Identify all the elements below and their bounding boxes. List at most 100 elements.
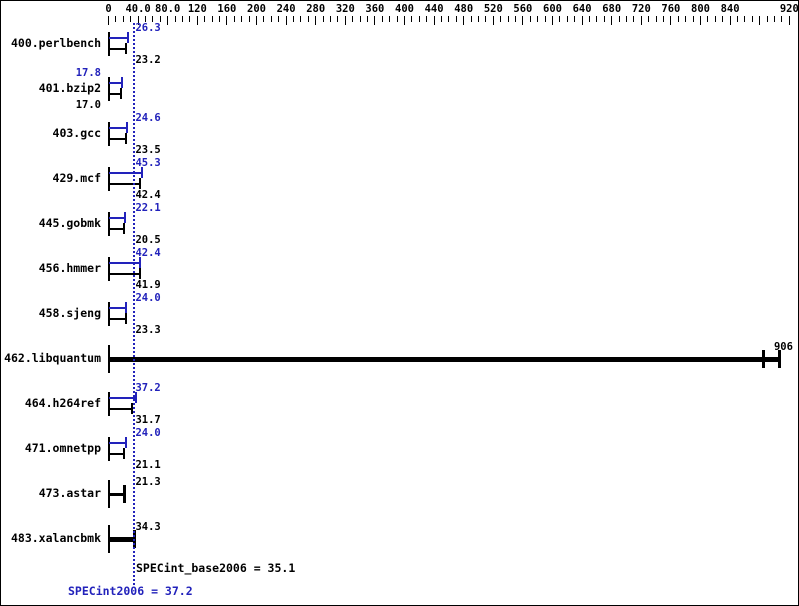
axis-minor-tick (559, 16, 561, 22)
base-bar-cap (124, 133, 127, 144)
axis-minor-tick (300, 16, 302, 22)
base-bar (108, 408, 132, 410)
peak-value-label: 45.3 (135, 157, 161, 169)
axis-major-tick (552, 16, 553, 25)
row-left-cap (107, 77, 110, 101)
base-bar (108, 48, 126, 50)
peak-bar (108, 172, 143, 174)
peak-bar-cap (138, 257, 141, 268)
peak-bar (108, 37, 128, 39)
axis-major-tick (700, 16, 701, 25)
axis-minor-tick (115, 16, 117, 22)
row-left-cap (107, 392, 110, 416)
result-bar-inner-cap (761, 350, 765, 368)
base-bar (108, 183, 140, 185)
axis-major-tick (256, 16, 257, 25)
axis-major-tick (640, 16, 642, 25)
benchmark-name-label: 403.gcc (52, 126, 101, 140)
axis-minor-tick (293, 16, 294, 22)
row-left-cap (107, 437, 110, 461)
axis-major-tick (759, 16, 761, 25)
result-value-label: 906 (773, 341, 793, 353)
axis-minor-tick (389, 16, 391, 22)
axis-minor-tick (263, 16, 265, 22)
reference-dotted-line (133, 23, 136, 585)
benchmark-name-label: 471.omnetpp (24, 441, 101, 455)
result-bar (108, 492, 125, 496)
axis-tick-label: 320 (335, 3, 355, 15)
peak-bar (108, 217, 125, 219)
peak-value-label: 26.3 (135, 22, 161, 34)
peak-bar (108, 307, 127, 309)
base-value-label: 41.9 (135, 279, 161, 291)
base-value-label: 42.4 (135, 189, 161, 201)
axis-minor-tick (152, 16, 154, 22)
axis-minor-tick (677, 16, 679, 22)
axis-major-tick (581, 16, 583, 25)
base-bar-cap (130, 403, 133, 414)
benchmark-name-label: 473.astar (38, 486, 101, 500)
axis-minor-tick (648, 16, 650, 22)
row-left-cap (107, 167, 110, 191)
base-bar-cap (120, 88, 123, 99)
benchmark-name-label: 429.mcf (52, 171, 101, 185)
base-bar (108, 453, 125, 455)
peak-value-label: 42.4 (135, 247, 161, 259)
axis-minor-tick (441, 16, 442, 22)
axis-minor-tick (774, 16, 775, 22)
axis-minor-tick (174, 16, 176, 22)
base-value-label: 21.1 (135, 459, 161, 471)
axis-tick-label: 920 (779, 3, 799, 15)
base-bar (108, 138, 126, 140)
benchmark-name-label: 458.sjeng (38, 306, 101, 320)
base-bar-cap (138, 178, 141, 189)
axis-tick-label: 800 (691, 3, 710, 15)
axis-minor-tick (448, 16, 450, 22)
base-bar (108, 273, 140, 275)
row-left-cap (107, 122, 110, 146)
axis-minor-tick (596, 16, 598, 22)
axis-minor-tick (418, 16, 420, 22)
axis-minor-tick (737, 16, 738, 22)
axis-minor-tick (322, 16, 324, 22)
base-bar (108, 318, 126, 320)
axis-minor-tick (122, 16, 124, 22)
result-bar (108, 536, 134, 542)
axis-minor-tick (663, 16, 664, 22)
row-left-cap (107, 302, 110, 326)
axis-tick-label: 0 (105, 3, 112, 15)
base-value-label: 17.0 (75, 99, 101, 111)
axis-minor-tick (233, 16, 235, 22)
peak-value-label: 22.1 (135, 202, 161, 214)
axis-major-tick (433, 16, 435, 25)
axis-tick-label: 840 (720, 3, 740, 15)
axis-tick-label: 720 (631, 3, 651, 15)
result-bar (108, 356, 779, 362)
result-bar-cap (123, 485, 127, 503)
axis-minor-tick (537, 16, 539, 22)
axis-tick-label: 560 (513, 3, 533, 15)
axis-minor-tick (507, 16, 509, 22)
benchmark-name-label: 464.h264ref (24, 396, 101, 410)
peak-bar-cap (135, 392, 138, 403)
axis-major-tick (344, 16, 346, 25)
axis-minor-tick (589, 16, 590, 22)
axis-minor-tick (500, 16, 502, 22)
axis-tick-label: 280 (306, 3, 326, 15)
base-bar (108, 228, 124, 230)
row-left-cap (107, 32, 110, 56)
base-bar-cap (122, 223, 125, 234)
benchmark-name-label: 456.hmmer (38, 261, 101, 275)
axis-minor-tick (478, 16, 479, 22)
peak-bar-cap (123, 212, 126, 223)
axis-minor-tick (219, 16, 220, 22)
axis-minor-tick (544, 16, 546, 22)
axis-tick-label: 760 (661, 3, 681, 15)
peak-value-label: 24.0 (135, 292, 161, 304)
axis-minor-tick (396, 16, 398, 22)
axis-major-tick (374, 16, 376, 25)
base-bar (108, 93, 122, 95)
row-left-cap (107, 257, 110, 281)
axis-minor-tick (278, 16, 280, 22)
axis-minor-tick (574, 16, 576, 22)
